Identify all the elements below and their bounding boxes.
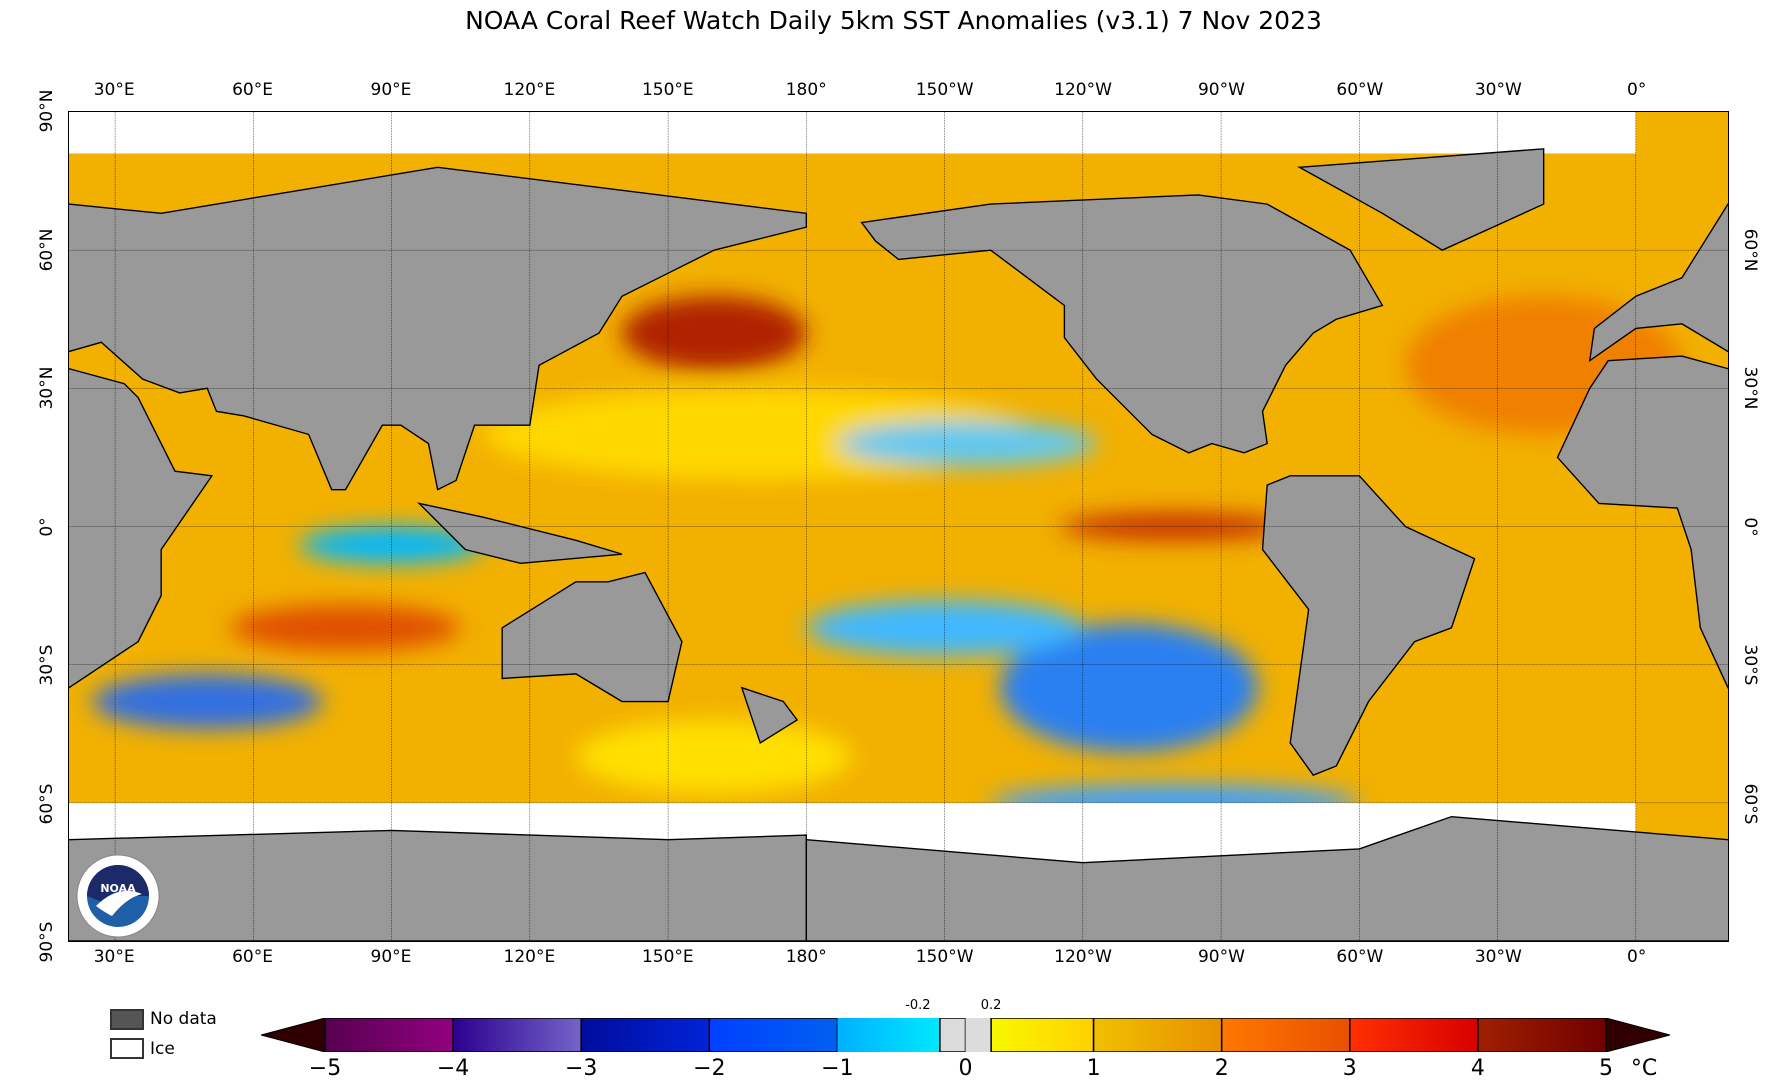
lon-label-bottom: 30°W [1474,947,1522,967]
lat-label-right: 30°S [1740,644,1760,686]
colorbar-tick-label: −4 [436,1056,470,1081]
lon-label-top: 120°W [1054,80,1112,100]
ice-label: Ice [150,1039,175,1059]
lon-label-top: 180° [785,80,827,100]
colorbar-tick-label: 3 [1342,1056,1357,1081]
lon-label-bottom: 30°E [93,947,135,967]
lat-label-right: 60°N [1740,228,1760,271]
lon-label-bottom: 0° [1627,947,1647,967]
colorbar [261,1018,1670,1052]
lon-label-bottom: 90°E [370,947,412,967]
colorbar-segment [1349,1018,1479,1052]
colorbar-tick-label: 2 [1214,1056,1229,1081]
colorbar-tick-label: 1 [1086,1056,1101,1081]
lon-label-top: 60°E [232,80,273,100]
lon-label-top: 150°E [641,80,694,100]
colorbar-minor-label: 0.2 [980,998,1002,1013]
sst-anomaly-map [68,111,1729,942]
lon-label-bottom: 60°W [1336,947,1384,967]
lon-label-bottom: 60°E [232,947,273,967]
colorbar-segment [965,1018,992,1052]
lat-label-left: 90°S [37,921,57,963]
no-data-swatch [110,1009,144,1030]
colorbar-segment [708,1018,839,1052]
colorbar-tick-label: −3 [564,1056,598,1081]
map-title: NOAA Coral Reef Watch Daily 5km SST Anom… [465,6,1322,35]
lon-label-bottom: 120°E [503,947,556,967]
lon-label-bottom: 150°E [641,947,694,967]
lon-label-top: 90°W [1197,80,1245,100]
lon-label-top: 30°E [93,80,135,100]
no-data-label: No data [150,1009,217,1029]
lon-label-bottom: 120°W [1054,947,1112,967]
lon-label-top: 60°W [1336,80,1384,100]
colorbar-tick-label: −2 [693,1056,726,1081]
lat-label-left: 0° [37,516,57,537]
lat-label-left: 30°N [37,366,57,410]
lon-label-top: 0° [1627,80,1647,100]
colorbar-segment [452,1018,582,1052]
lat-label-right: 60°S [1740,783,1760,824]
ice-swatch [110,1038,144,1059]
colorbar-tick-label: 4 [1470,1056,1485,1081]
lon-label-top: 120°E [503,80,556,100]
colorbar-tick-label: 0 [958,1056,973,1081]
lat-label-left: 90°N [37,89,57,133]
lon-label-bottom: 150°W [915,947,974,967]
colorbar-segment [939,1018,967,1052]
colorbar-segment [1477,1018,1607,1052]
colorbar-segment [1092,1018,1223,1052]
colorbar-segment [1220,1018,1351,1052]
colorbar-segment [580,1018,711,1052]
colorbar-tick-label: −1 [821,1056,854,1081]
lat-label-left: 30°S [37,644,57,686]
colorbar-tick-label: 5 [1599,1056,1613,1081]
lat-label-right: 30°N [1740,366,1760,410]
colorbar-unit: °C [1630,1056,1658,1081]
lon-label-bottom: 90°W [1197,947,1245,967]
lat-label-right: 0° [1740,516,1760,537]
svg-text:NOAA: NOAA [100,882,136,895]
lat-label-left: 60°S [37,783,57,824]
lon-label-top: 30°W [1474,80,1522,100]
lon-label-top: 90°E [370,80,412,100]
colorbar-minor-label: -0.2 [905,998,931,1013]
graticule [69,112,1728,941]
lon-label-top: 150°W [915,80,974,100]
colorbar-segment [837,1018,940,1052]
colorbar-tick-label: −5 [308,1056,342,1081]
noaa-logo: NOAA [76,854,160,938]
lat-label-left: 60°N [37,228,57,271]
colorbar-segment [324,1018,454,1052]
lon-label-bottom: 180° [785,947,827,967]
colorbar-segment [990,1018,1095,1052]
